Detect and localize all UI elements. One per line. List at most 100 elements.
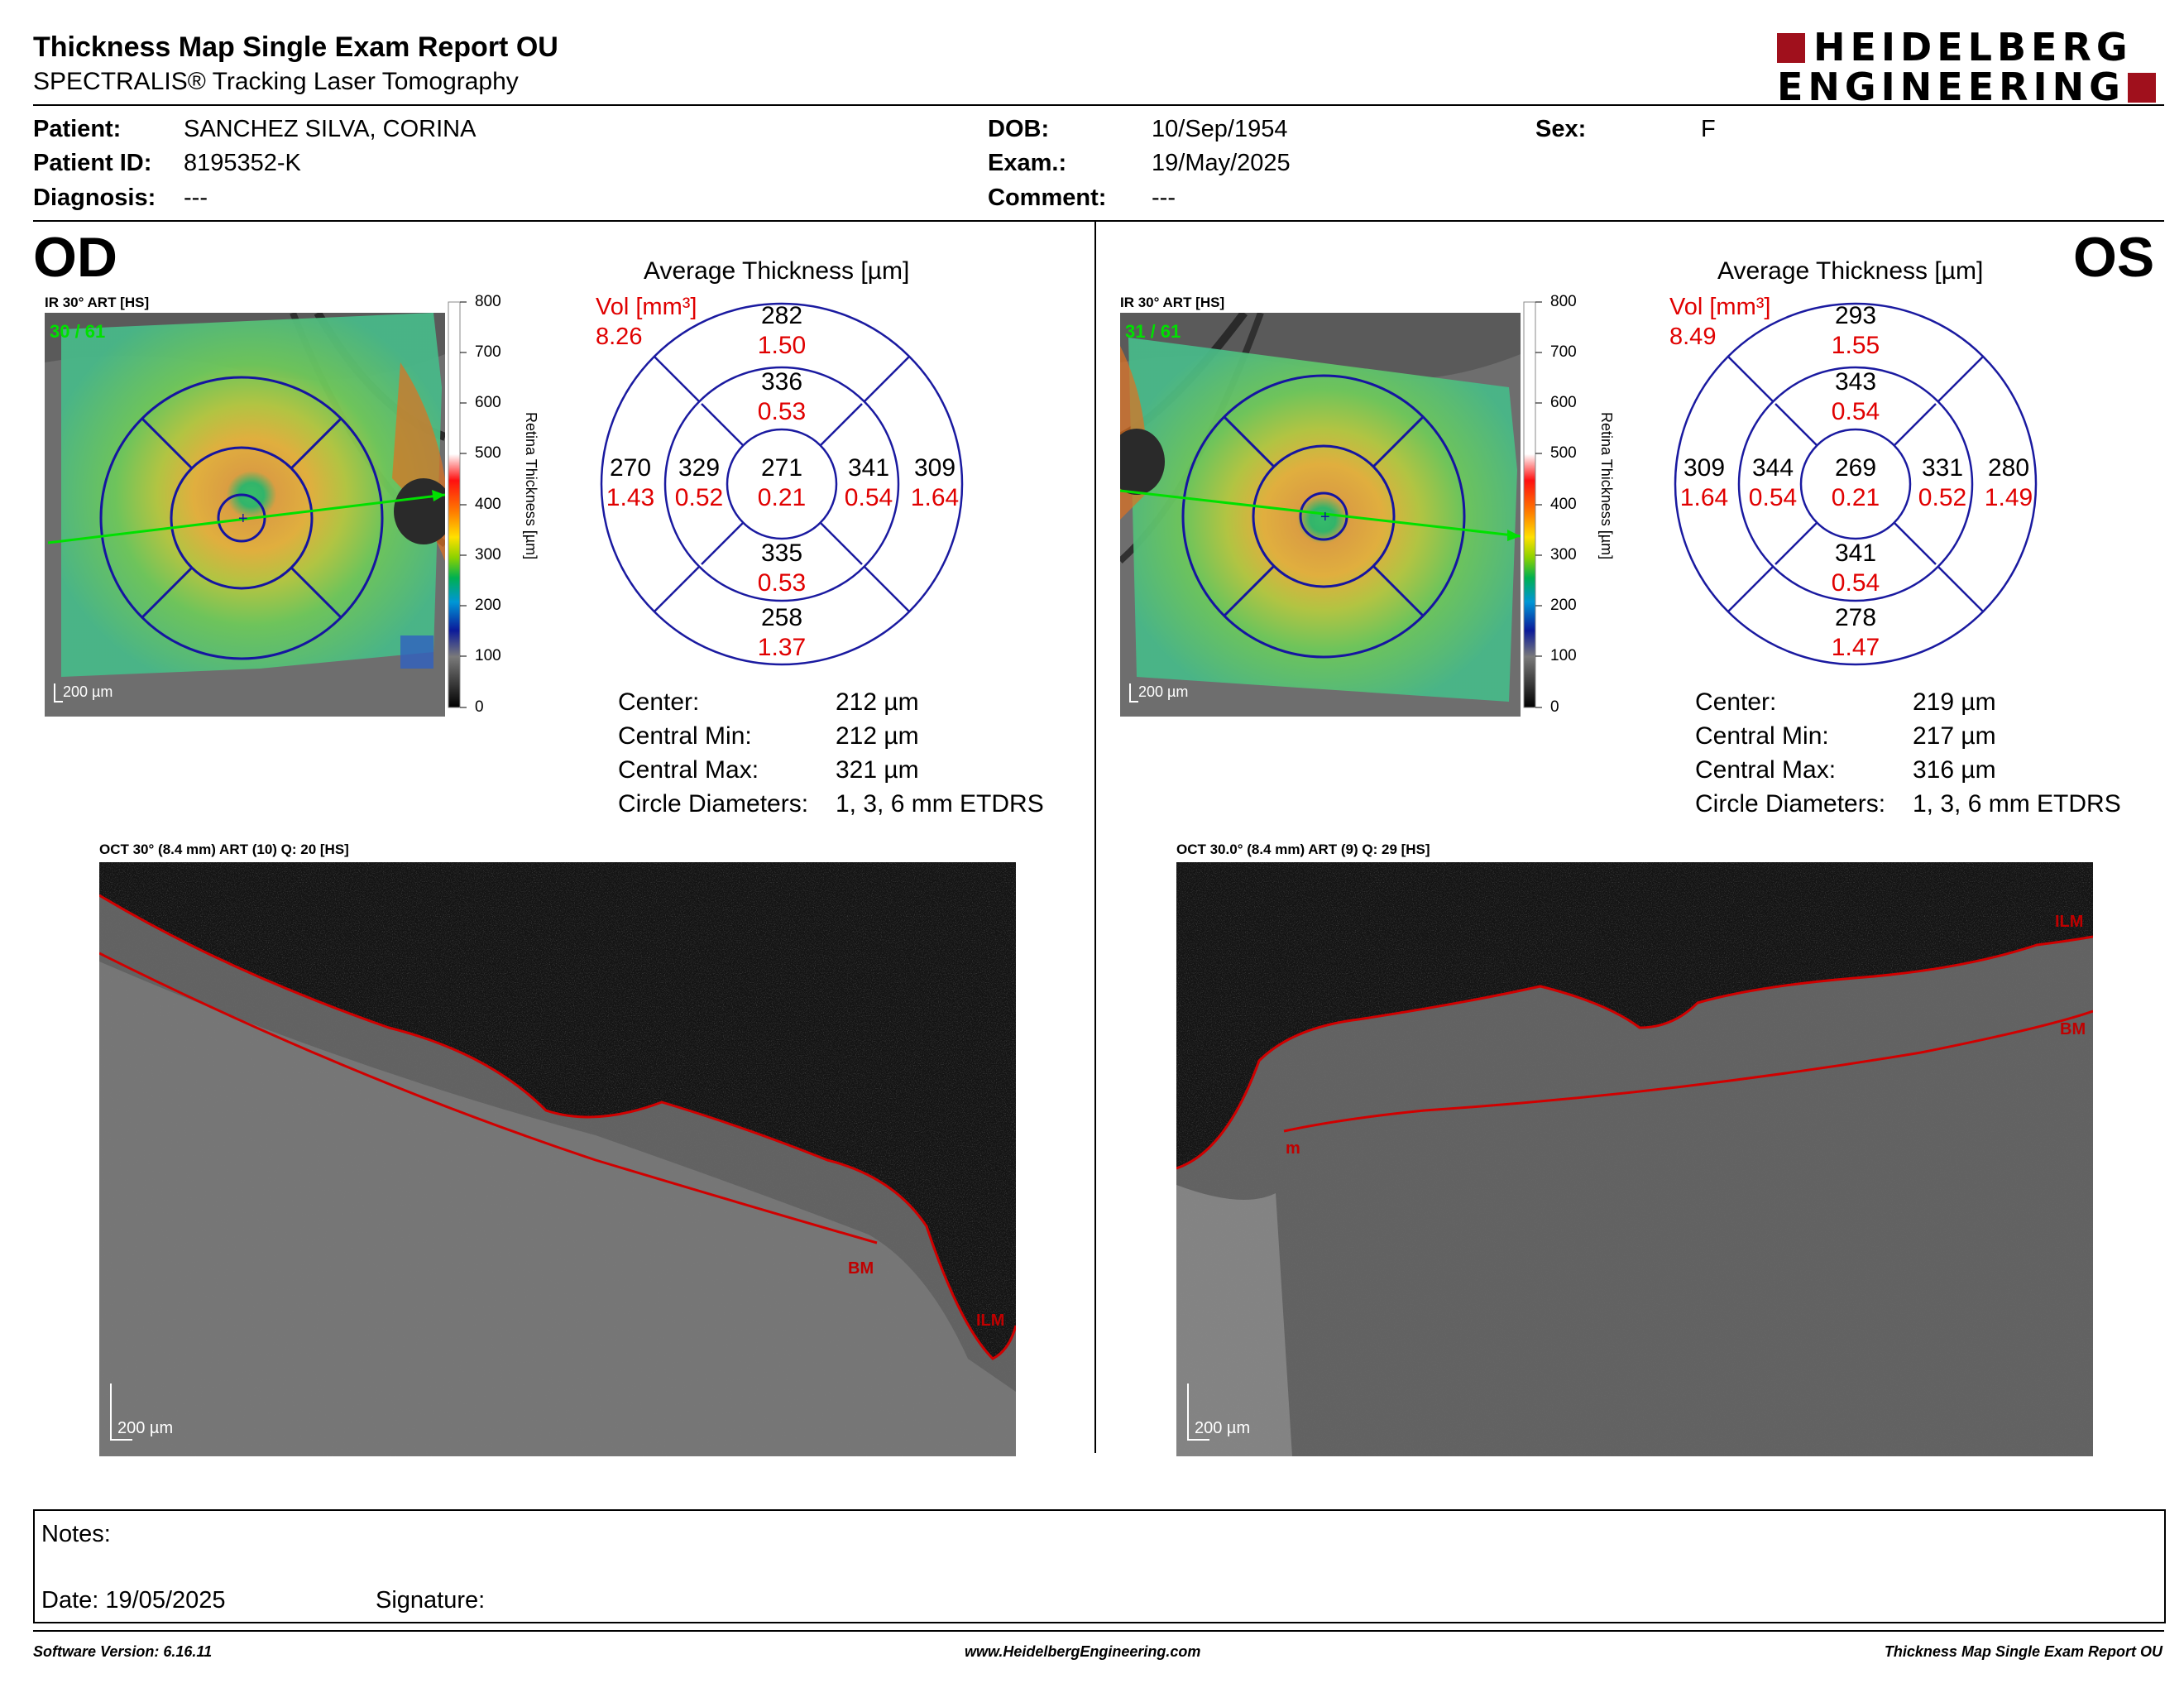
- os-oct-scale: 200 µm: [1195, 1419, 1250, 1437]
- od-sector-outer-left: 270 1.43: [606, 454, 655, 511]
- footer-report-name: Thickness Map Single Exam Report OU: [1884, 1643, 2162, 1660]
- report-title: Thickness Map Single Exam Report OU: [33, 31, 558, 63]
- patient-name: SANCHEZ SILVA, CORINA: [184, 116, 477, 142]
- od-sector-center: 271 0.21: [757, 454, 807, 511]
- os-sector-inner-bottom: 341 0.54: [1831, 539, 1880, 597]
- os-sector-center: 269 0.21: [1831, 454, 1880, 511]
- os-chart-title: Average Thickness [µm]: [1717, 257, 1984, 285]
- od-center-label: Center:: [618, 688, 700, 716]
- cb-tick-400: 400: [1550, 496, 1577, 513]
- od-max-label: Central Max:: [618, 756, 759, 784]
- diagnosis-label: Diagnosis:: [33, 185, 156, 211]
- cb-tick-100: 100: [1550, 647, 1577, 664]
- os-sector-outer-right: 280 1.49: [1984, 454, 2033, 511]
- od-etdrs-grid: [596, 298, 968, 670]
- os-fundus-title: IR 30° ART [HS]: [1120, 295, 1225, 310]
- od-eye-label: OD: [33, 226, 117, 289]
- od-sector-outer-bottom: 258 1.37: [757, 604, 807, 661]
- comment-value: ---: [1152, 185, 1176, 211]
- od-oct-title: OCT 30° (8.4 mm) ART (10) Q: 20 [HS]: [99, 842, 349, 857]
- os-oct-bscan: ILM BM m 200 µm: [1176, 862, 2094, 1456]
- os-frames: 31 / 61: [1125, 321, 1181, 342]
- footer-software: Software Version: 6.16.11: [33, 1643, 213, 1660]
- od-chart-title: Average Thickness [µm]: [644, 257, 910, 285]
- os-colorbar: 800 700 600 500 400 300 200 100 0 Retina…: [1522, 293, 1621, 716]
- eye-divider: [1094, 222, 1096, 1453]
- signature-label: Signature:: [376, 1587, 486, 1614]
- os-max-value: 316 µm: [1913, 756, 1996, 784]
- od-oct-scale: 200 µm: [117, 1419, 173, 1437]
- patient-label: Patient:: [33, 116, 122, 142]
- footer-website[interactable]: www.HeidelbergEngineering.com: [965, 1643, 1201, 1660]
- od-vol-total: 8.26: [596, 324, 643, 350]
- od-oct-bscan: BM ILM 200 µm: [98, 862, 1018, 1456]
- os-center-value: 219 µm: [1913, 688, 1996, 716]
- cb-tick-800: 800: [1550, 293, 1577, 310]
- od-map-scale: 200 µm: [63, 683, 113, 700]
- cb-tick-200: 200: [475, 597, 501, 614]
- cb-tick-600: 600: [475, 394, 501, 411]
- cb-tick-700: 700: [475, 343, 501, 361]
- od-fundus-title: IR 30° ART [HS]: [45, 295, 150, 310]
- od-ilm-label: ILM: [976, 1312, 1004, 1330]
- od-colorbar: 800 700 600 500 400 300 200 100 0 Retina…: [447, 293, 546, 716]
- od-sector-outer-right: 309 1.64: [910, 454, 960, 511]
- logo-line1: HEIDELBERG: [1813, 25, 2133, 70]
- cb-tick-700: 700: [1550, 343, 1577, 361]
- cb-tick-500: 500: [1550, 444, 1577, 462]
- svg-text:+: +: [1320, 508, 1330, 526]
- notes-box[interactable]: Notes: Date: 19/05/2025 Signature:: [33, 1509, 2166, 1623]
- os-sector-outer-bottom: 278 1.47: [1831, 604, 1880, 661]
- comment-label: Comment:: [988, 185, 1107, 211]
- od-min-label: Central Min:: [618, 722, 752, 750]
- cb-tick-0: 0: [1550, 698, 1559, 716]
- os-max-label: Central Max:: [1695, 756, 1837, 784]
- os-sector-inner-top: 343 0.54: [1831, 368, 1880, 425]
- os-sector-outer-left: 309 1.64: [1679, 454, 1729, 511]
- os-sector-inner-right: 331 0.52: [1918, 454, 1967, 511]
- heidelberg-logo: HEIDELBERG ENGINEERING: [1777, 25, 2158, 106]
- os-diam-label: Circle Diameters:: [1695, 790, 1886, 818]
- os-ilm-label: ILM: [2055, 913, 2083, 931]
- od-min-value: 212 µm: [836, 722, 919, 750]
- od-max-value: 321 µm: [836, 756, 919, 784]
- sex-label: Sex:: [1535, 116, 1587, 142]
- cb-tick-300: 300: [475, 546, 501, 563]
- os-min-label: Central Min:: [1695, 722, 1829, 750]
- patient-id-label: Patient ID:: [33, 150, 152, 176]
- cb-title: Retina Thickness [µm]: [523, 412, 539, 560]
- os-map-scale: 200 µm: [1138, 683, 1188, 700]
- od-vol-label: Vol [mm³]: [596, 294, 697, 320]
- os-diam-value: 1, 3, 6 mm ETDRS: [1913, 790, 2121, 818]
- os-m-label: m: [1286, 1139, 1300, 1158]
- notes-label: Notes:: [41, 1521, 111, 1547]
- exam-label: Exam.:: [988, 150, 1067, 176]
- date-label: Date: 19/05/2025: [41, 1587, 226, 1614]
- od-center-value: 212 µm: [836, 688, 919, 716]
- cb-title: Retina Thickness [µm]: [1598, 412, 1615, 560]
- os-thickness-map: + 31 / 61 200 µm: [1109, 309, 1521, 717]
- od-sector-outer-top: 282 1.50: [757, 302, 807, 359]
- os-sector-inner-left: 344 0.54: [1748, 454, 1798, 511]
- os-center-label: Center:: [1695, 688, 1777, 716]
- od-diam-value: 1, 3, 6 mm ETDRS: [836, 790, 1044, 818]
- od-sector-inner-bottom: 335 0.53: [757, 539, 807, 597]
- cb-tick-400: 400: [475, 496, 501, 513]
- cb-tick-300: 300: [1550, 546, 1577, 563]
- dob-label: DOB:: [988, 116, 1050, 142]
- report-subtitle: SPECTRALIS® Tracking Laser Tomography: [33, 68, 519, 95]
- od-thickness-map: + 30 / 61 200 µm: [45, 310, 453, 717]
- od-sector-inner-top: 336 0.53: [757, 368, 807, 425]
- patient-id: 8195352-K: [184, 150, 301, 176]
- od-sector-inner-left: 329 0.52: [674, 454, 724, 511]
- os-vol-label: Vol [mm³]: [1669, 294, 1771, 320]
- os-eye-label: OS: [2073, 226, 2155, 289]
- sex-value: F: [1701, 116, 1716, 142]
- cb-tick-500: 500: [475, 444, 501, 462]
- od-diam-label: Circle Diameters:: [618, 790, 809, 818]
- cb-tick-200: 200: [1550, 597, 1577, 614]
- cb-tick-100: 100: [475, 647, 501, 664]
- od-sector-inner-right: 341 0.54: [844, 454, 893, 511]
- od-frames: 30 / 61: [50, 321, 105, 342]
- diagnosis-value: ---: [184, 185, 208, 211]
